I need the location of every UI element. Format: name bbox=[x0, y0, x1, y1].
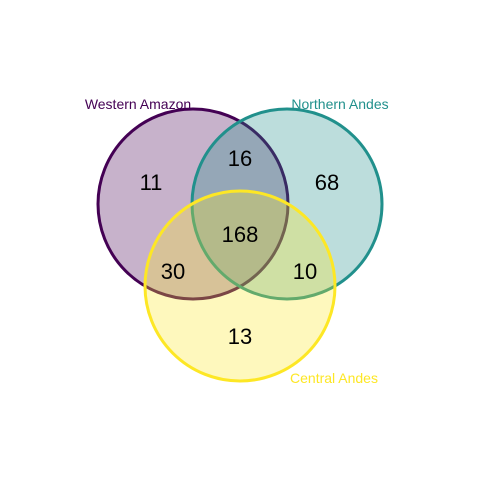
count-western-amazon-central-andes: 30 bbox=[161, 259, 185, 284]
count-northern-andes-central-andes: 10 bbox=[293, 259, 317, 284]
central-andes-label: Central Andes bbox=[290, 370, 378, 386]
count-western-amazon-northern-andes: 16 bbox=[228, 146, 252, 171]
count-northern-andes-only: 68 bbox=[315, 170, 339, 195]
northern-andes-label: Northern Andes bbox=[291, 96, 388, 112]
western-amazon-label: Western Amazon bbox=[85, 96, 191, 112]
count-central-andes-only: 13 bbox=[228, 324, 252, 349]
central-andes-circle bbox=[143, 189, 337, 383]
count-all-three: 168 bbox=[222, 222, 259, 247]
count-western-amazon-only: 11 bbox=[140, 170, 163, 195]
